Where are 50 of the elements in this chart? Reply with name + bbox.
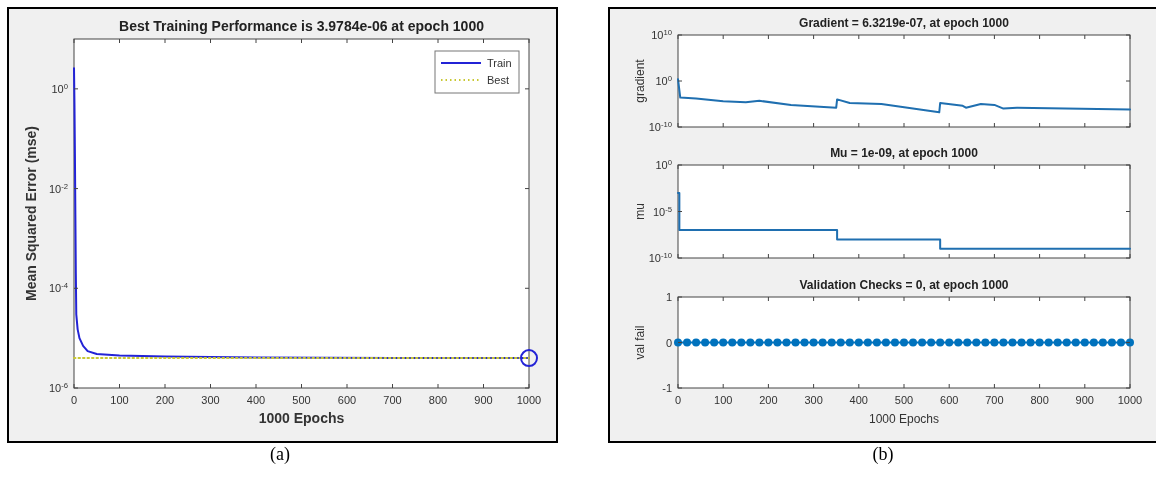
y-tick-label: 10$^{-10}$: [648, 119, 672, 133]
y-tick-label: 10$^{0}$: [51, 81, 68, 95]
y-tick-label: 10$^{0}$: [655, 157, 672, 171]
x-axis-title: 1000 Epochs: [258, 410, 345, 426]
x-tick-label: 300: [201, 394, 220, 406]
chart-title: Mu = 1e-09, at epoch 1000: [830, 146, 979, 160]
x-tick-label: 1000: [516, 394, 542, 406]
chart-title: Gradient = 6.3219e-07, at epoch 1000: [799, 16, 1010, 30]
x-axis-title: 1000 Epochs: [868, 412, 940, 426]
y-tick-label: -1: [662, 382, 672, 394]
x-tick-label: 700: [383, 394, 402, 406]
x-tick-label: 500: [292, 394, 311, 406]
text: (b): [872, 444, 894, 465]
y-axis-title: mu: [633, 203, 647, 220]
y-tick-label: 10$^{-5}$: [652, 204, 672, 218]
y-tick-label: 1: [665, 291, 672, 303]
x-tick-label: 900: [1075, 394, 1094, 406]
y-tick-label: 10$^{-4}$: [48, 280, 69, 295]
x-tick-label: 500: [894, 394, 914, 406]
chart-title: Validation Checks = 0, at epoch 1000: [799, 278, 1009, 292]
x-tick-label: 100: [110, 394, 129, 406]
y-tick-label: 10$^{0}$: [655, 73, 672, 87]
x-tick-label: 100: [714, 394, 733, 406]
x-tick-label: 800: [428, 394, 448, 406]
y-tick-label: 10$^{10}$: [651, 27, 672, 41]
x-tick-label: 0: [70, 394, 78, 406]
y-tick-label: 10$^{-10}$: [648, 250, 672, 264]
x-tick-label: 200: [759, 394, 778, 406]
legend-label: Train: [487, 57, 512, 69]
x-tick-label: 400: [246, 394, 266, 406]
y-tick-label: 10$^{-2}$: [48, 181, 68, 195]
x-tick-label: 200: [155, 394, 175, 406]
y-tick-label: 10$^{-6}$: [48, 380, 68, 394]
text: (a): [270, 444, 290, 465]
x-tick-label: 700: [985, 394, 1004, 406]
x-tick-label: 0: [674, 394, 682, 406]
x-tick-label: 800: [1030, 394, 1049, 406]
x-tick-label: 400: [849, 394, 868, 406]
y-axis-title: val fail: [633, 325, 647, 360]
y-axis-title: gradient: [633, 58, 647, 103]
line-series: [677, 78, 1131, 114]
x-tick-label: 900: [474, 394, 493, 406]
x-tick-label: 300: [804, 394, 823, 406]
x-tick-label: 600: [940, 394, 959, 406]
y-axis-title: Mean Squared Error (mse): [23, 125, 39, 302]
chart-title: Best Training Performance is 3.9784e-06 at epoch 1000: [119, 18, 485, 34]
y-tick-label: 0: [665, 336, 672, 349]
x-tick-label: 600: [337, 394, 357, 406]
x-tick-label: 1000: [1117, 394, 1143, 406]
legend-label: Best: [487, 74, 510, 86]
